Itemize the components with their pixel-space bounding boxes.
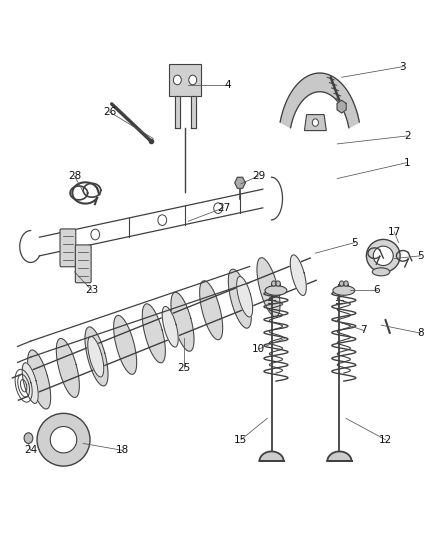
Polygon shape [304, 115, 326, 131]
Polygon shape [237, 277, 253, 317]
Text: 10: 10 [252, 344, 265, 354]
Text: 12: 12 [379, 435, 392, 445]
Text: 2: 2 [404, 131, 411, 141]
Ellipse shape [333, 286, 355, 295]
Polygon shape [57, 338, 79, 398]
Text: 24: 24 [24, 446, 37, 455]
Circle shape [276, 281, 280, 286]
Polygon shape [280, 73, 359, 128]
Text: 26: 26 [103, 107, 116, 117]
Text: 17: 17 [388, 227, 401, 237]
Ellipse shape [372, 268, 390, 276]
Text: 6: 6 [373, 286, 380, 295]
Circle shape [91, 229, 99, 240]
Text: 5: 5 [351, 238, 358, 247]
Text: 15: 15 [234, 435, 247, 445]
FancyBboxPatch shape [60, 229, 76, 266]
Text: 4: 4 [224, 80, 231, 90]
Text: 1: 1 [404, 158, 411, 167]
Ellipse shape [265, 286, 287, 295]
Polygon shape [200, 281, 223, 340]
Polygon shape [85, 327, 108, 386]
Circle shape [24, 433, 33, 443]
Text: 7: 7 [360, 326, 367, 335]
Circle shape [344, 281, 348, 286]
Ellipse shape [50, 426, 77, 453]
Circle shape [189, 75, 197, 85]
Ellipse shape [366, 239, 400, 272]
Polygon shape [191, 96, 196, 128]
Text: 23: 23 [85, 286, 99, 295]
Circle shape [339, 281, 344, 286]
Polygon shape [162, 306, 178, 347]
Polygon shape [337, 100, 346, 113]
Polygon shape [22, 363, 38, 403]
Circle shape [158, 215, 166, 225]
Text: 18: 18 [116, 446, 129, 455]
Polygon shape [328, 451, 351, 461]
Polygon shape [169, 64, 201, 96]
Polygon shape [142, 304, 165, 363]
Ellipse shape [373, 246, 393, 265]
Text: 25: 25 [177, 363, 191, 373]
Polygon shape [28, 350, 51, 409]
Text: 3: 3 [399, 62, 406, 71]
Circle shape [272, 281, 276, 286]
Polygon shape [88, 336, 104, 377]
Polygon shape [113, 316, 137, 374]
Polygon shape [70, 180, 101, 201]
Text: 27: 27 [217, 203, 230, 213]
Polygon shape [171, 292, 194, 351]
Circle shape [173, 75, 181, 85]
Polygon shape [228, 269, 251, 328]
Text: 8: 8 [417, 328, 424, 338]
Circle shape [214, 203, 223, 213]
Polygon shape [259, 451, 283, 461]
Text: 5: 5 [417, 251, 424, 261]
Circle shape [312, 119, 318, 126]
Polygon shape [175, 96, 180, 128]
Ellipse shape [37, 414, 90, 466]
Text: 29: 29 [252, 171, 265, 181]
Text: 28: 28 [68, 171, 81, 181]
Polygon shape [257, 257, 280, 317]
Polygon shape [235, 177, 245, 188]
FancyBboxPatch shape [75, 245, 91, 282]
Polygon shape [290, 255, 306, 295]
